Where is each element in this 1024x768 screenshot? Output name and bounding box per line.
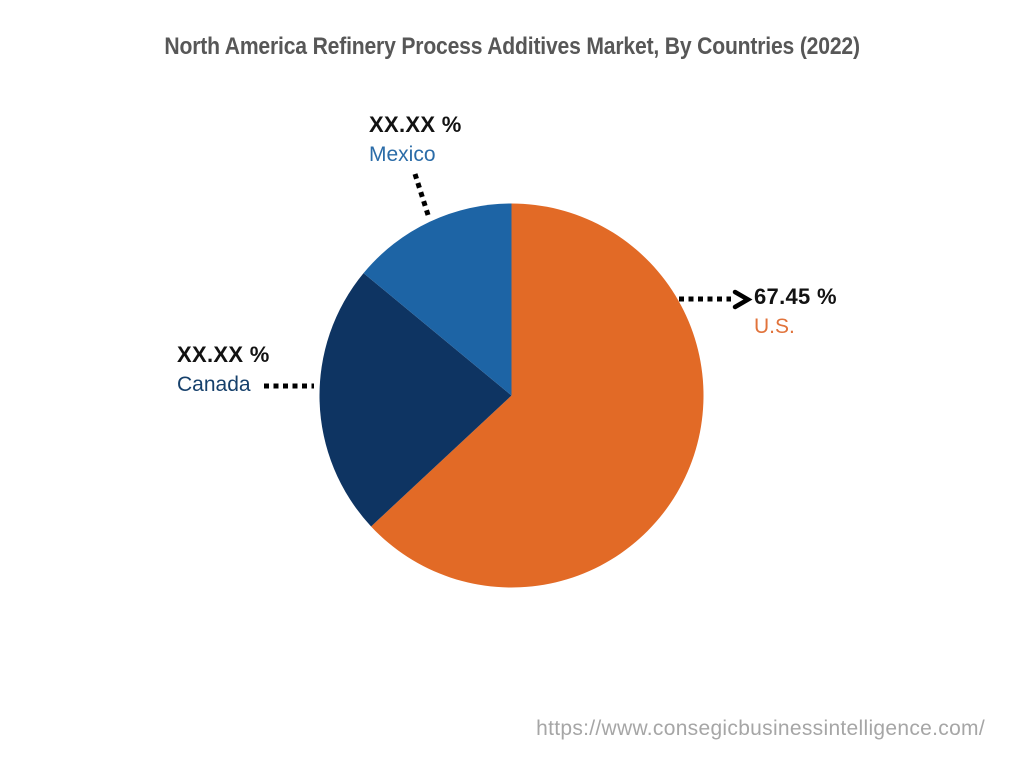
- pie-slice-us: [371, 203, 704, 588]
- pie-slice-canada: [319, 273, 512, 527]
- canada-country-name: Canada: [177, 373, 251, 396]
- leader-line-mexico: [412, 173, 432, 219]
- arrowhead-us-icon: [732, 289, 753, 310]
- pie-slice-mexico: [363, 203, 512, 396]
- source-url: https://www.consegicbusinessintelligence…: [536, 717, 985, 740]
- chart-title: North America Refinery Process Additives…: [164, 33, 860, 60]
- label-canada: XX.XX % Canada: [177, 342, 270, 397]
- us-percent-value: 67.45 %: [754, 284, 837, 309]
- label-mexico: XX.XX % Mexico: [369, 112, 462, 167]
- label-us: 67.45 % U.S.: [754, 284, 837, 339]
- pie-slices: [319, 203, 704, 588]
- us-country-name: U.S.: [754, 315, 795, 338]
- canada-percent-value: XX.XX %: [177, 342, 270, 367]
- chart-title-wrap: North America Refinery Process Additives…: [0, 33, 1024, 61]
- mexico-percent-value: XX.XX %: [369, 112, 462, 137]
- mexico-country-name: Mexico: [369, 143, 436, 166]
